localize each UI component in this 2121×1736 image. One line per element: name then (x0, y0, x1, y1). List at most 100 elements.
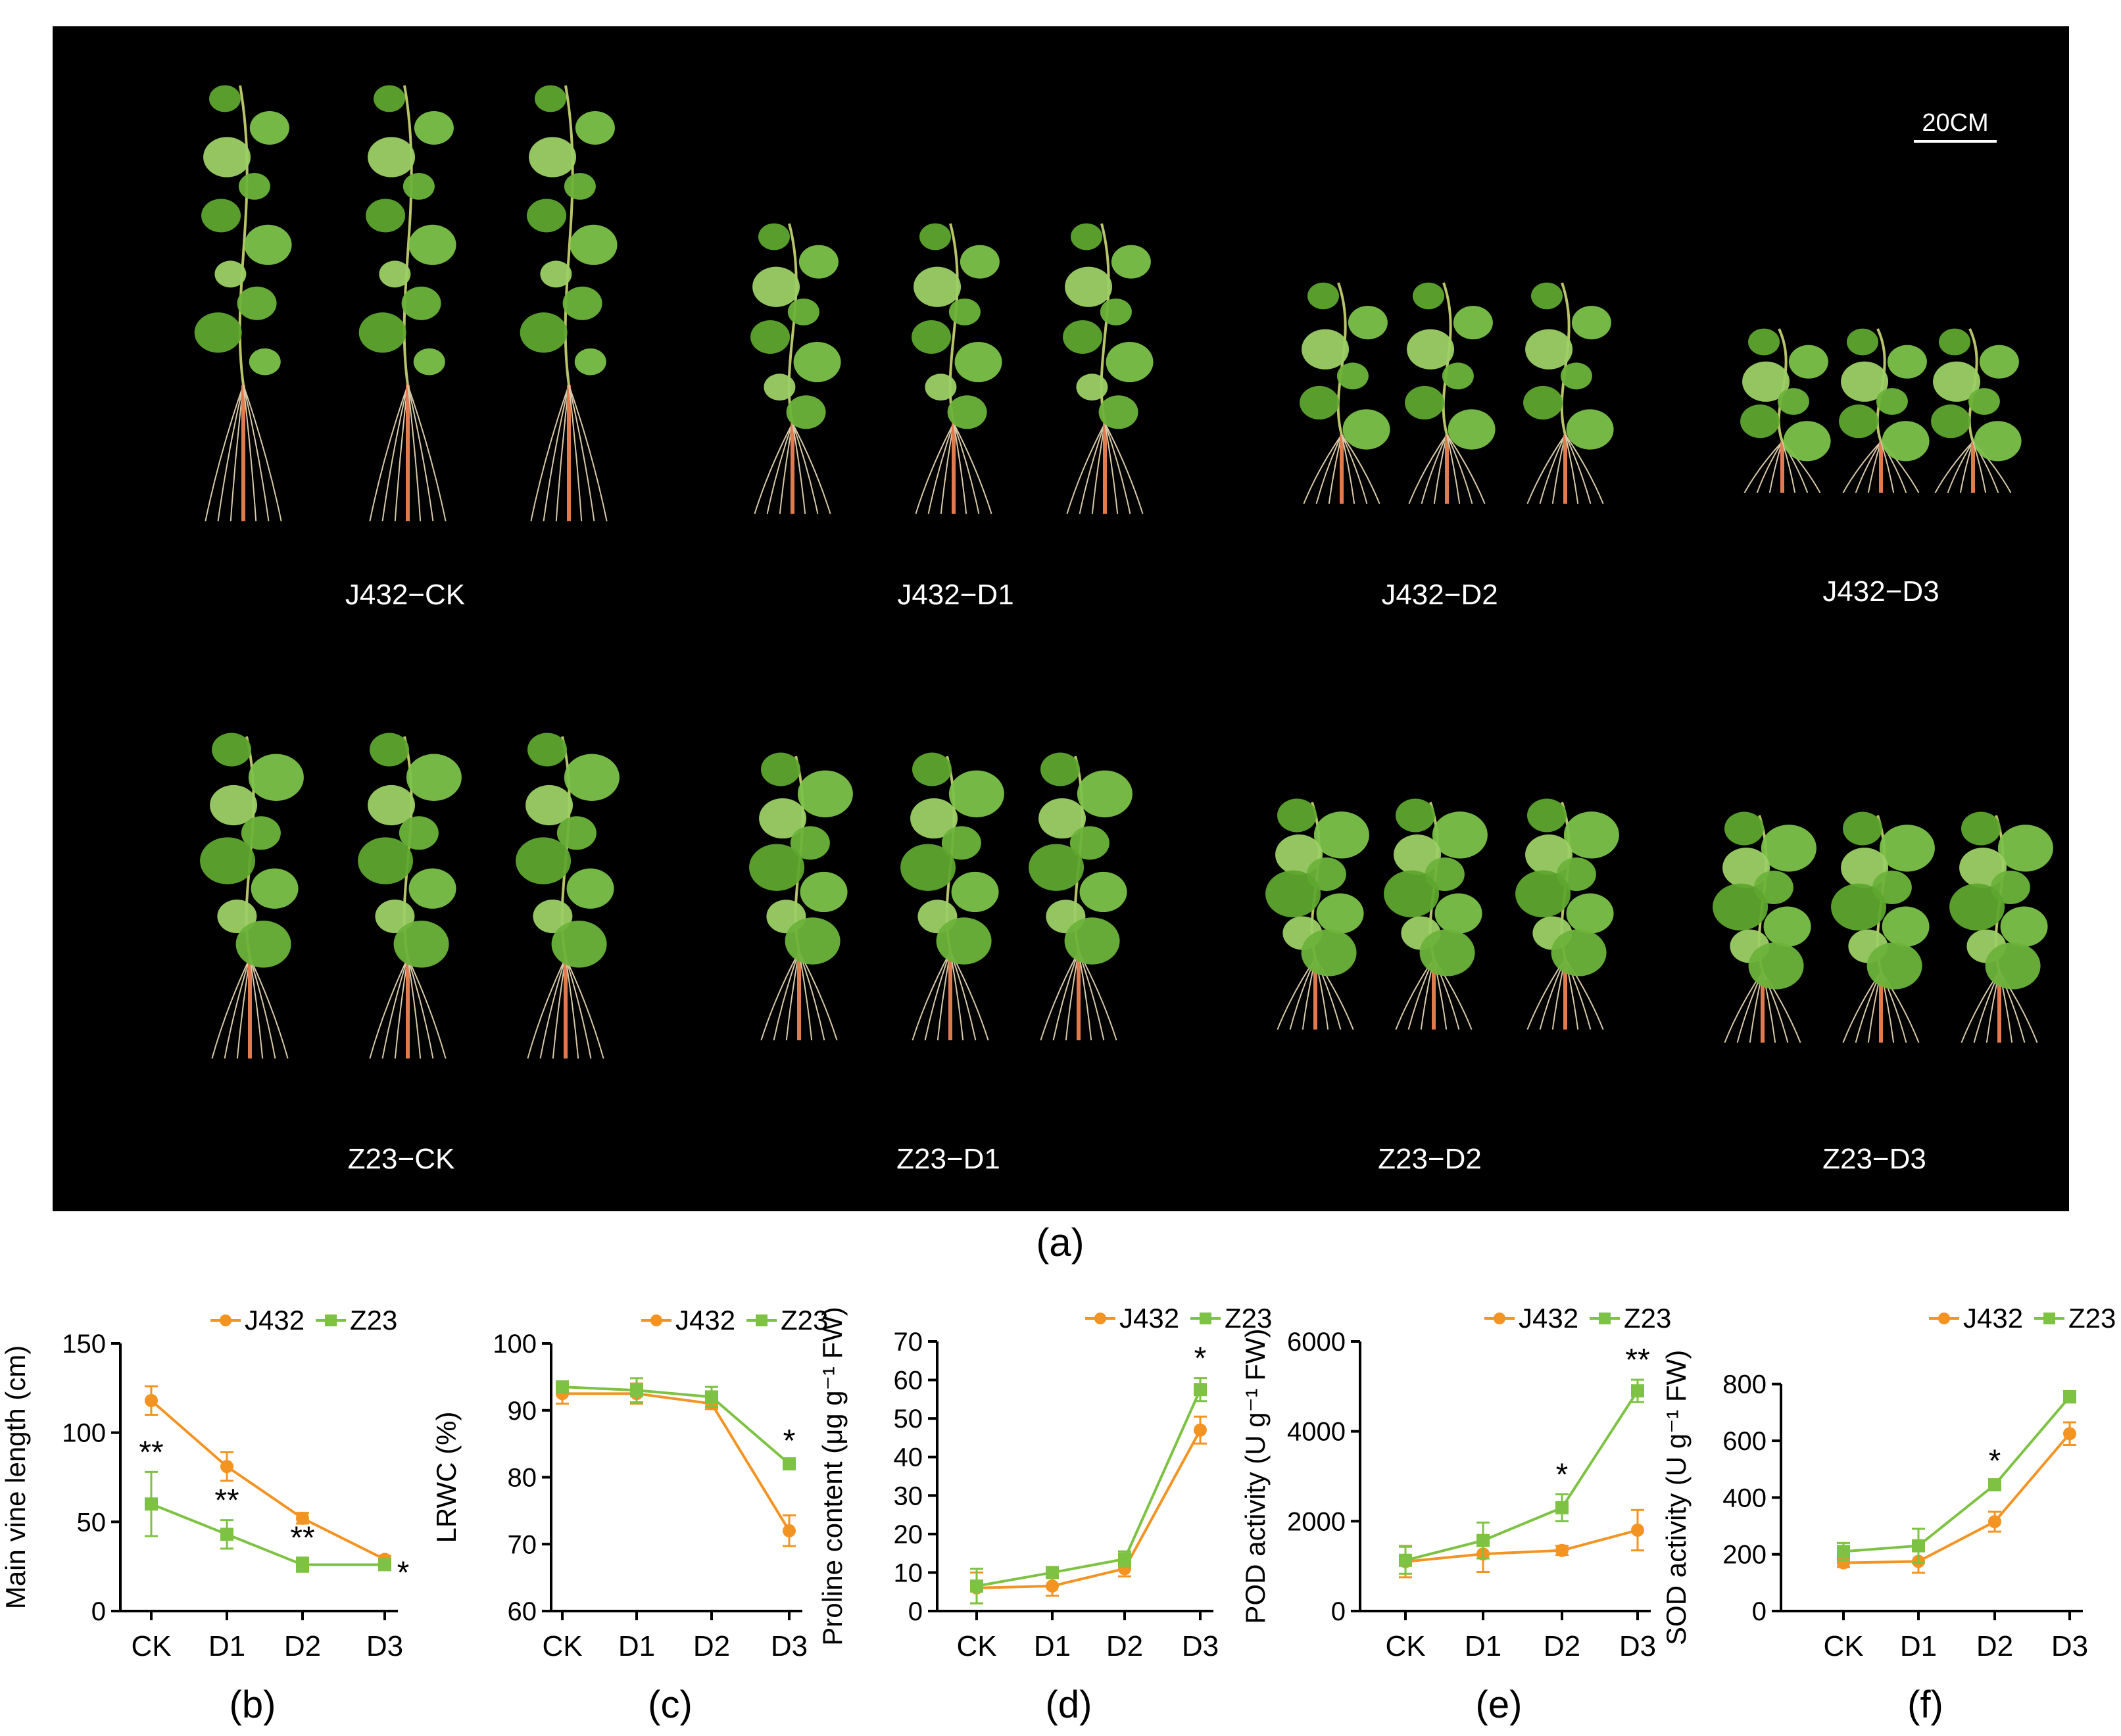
plant-leaf (194, 312, 242, 353)
plant-leaf (1847, 328, 1878, 356)
plant-leaf (1742, 361, 1790, 402)
plant-leaf (1788, 345, 1828, 379)
legend-label-j432: J432 (675, 1305, 735, 1336)
plant-leaf (1064, 917, 1120, 965)
plant-leaf (1277, 798, 1317, 832)
plant-leaf (1997, 825, 2053, 872)
x-tick-label: D2 (693, 1630, 730, 1662)
plant-leaf (248, 754, 304, 801)
plant-z23-ck-2 (358, 733, 462, 1059)
plant-leaf (1076, 374, 1108, 401)
data-point-j432 (556, 1387, 569, 1401)
plant-leaf (408, 224, 456, 265)
y-tick-label: 100 (493, 1330, 537, 1359)
plant-z23-d1-1 (749, 752, 853, 1041)
plant-leaf (1111, 245, 1151, 279)
plant-leaf (551, 921, 607, 968)
x-tick-label: D1 (1900, 1630, 1937, 1662)
plant-leaf (556, 816, 597, 850)
plant-leaf (1882, 906, 1930, 947)
plant-leaf (200, 837, 256, 884)
y-tick-label: 0 (1752, 1597, 1767, 1626)
plant-leaf (800, 871, 848, 913)
plant-root (407, 957, 434, 1059)
plant-stem (238, 85, 249, 385)
plant-root (243, 385, 282, 521)
data-point-z23 (1476, 1533, 1490, 1547)
plant-z23-d2-3 (1515, 798, 1619, 1030)
plant-root (381, 957, 408, 1059)
y-axis-title: Proline content (μg g⁻¹ FW) (817, 1307, 848, 1646)
plant-leaf (787, 298, 819, 326)
y-tick-label: 70 (508, 1530, 537, 1559)
significance-marker: * (783, 1424, 796, 1459)
plant-leaf (406, 754, 462, 801)
x-tick-label: D1 (618, 1630, 655, 1662)
plant-leaf (947, 395, 987, 429)
plant-leaf (954, 341, 1002, 383)
chart-d: 0 10 20 30 40 50 60 70 CK D1 D2 D3 Proline content (… (817, 1303, 1272, 1726)
plant-leaf (1071, 223, 1102, 251)
plant-leaf (244, 224, 292, 265)
data-point-j432 (1988, 1515, 2001, 1529)
legend-label-j432: J432 (1119, 1303, 1179, 1334)
plant-leaf (413, 348, 445, 375)
plant-leaf (358, 312, 406, 353)
data-point-j432 (1118, 1562, 1131, 1576)
plant-root (249, 957, 264, 1059)
plant-stem (402, 85, 413, 385)
legend-marker-j432 (1494, 1313, 1505, 1324)
plant-leaf (1307, 282, 1339, 310)
plant-leaf (237, 286, 277, 320)
plant-leaf (1098, 395, 1138, 429)
plant-root (224, 957, 251, 1059)
y-tick-label: 40 (894, 1443, 923, 1472)
plant-leaf (525, 784, 573, 826)
plant-leaf (1841, 361, 1889, 402)
plant-leaf (414, 110, 454, 145)
plant-leaf (249, 110, 289, 145)
panel-letter: (d) (1046, 1683, 1092, 1726)
plant-j432-d1-3 (1063, 223, 1154, 514)
plant-root (1104, 423, 1131, 514)
y-tick-label: 90 (508, 1397, 537, 1426)
plant-leaf (214, 260, 247, 288)
plant-leaf (1065, 266, 1113, 307)
series-line-z23 (976, 1389, 1202, 1587)
data-point-j432 (630, 1387, 643, 1401)
plant-root (407, 957, 447, 1059)
plant-root (915, 423, 954, 514)
plant-leaf (1566, 409, 1614, 450)
x-tick-label: D3 (771, 1630, 808, 1662)
plant-j432-d1-2 (912, 223, 1002, 514)
scale-bar-label: 20CM (1922, 109, 1989, 137)
significance-marker: * (397, 1555, 410, 1590)
legend-label-z23: Z23 (781, 1305, 828, 1336)
plant-leaf (1038, 798, 1086, 839)
scale-bar: 20CM (1914, 109, 1997, 143)
x-tick-label: CK (1385, 1630, 1425, 1662)
plant-root (205, 385, 244, 521)
plant-leaf (1106, 341, 1154, 383)
plant-photos (194, 85, 2053, 1059)
legend-label-j432: J432 (245, 1305, 305, 1336)
plant-root (1421, 434, 1448, 504)
plant-leaf (960, 245, 1000, 279)
plant-leaf (758, 223, 790, 251)
plant-root (565, 957, 579, 1059)
plant-root (1880, 441, 1895, 493)
plant-leaf (752, 266, 800, 307)
y-tick-label: 6000 (1287, 1328, 1346, 1357)
y-tick-label: 150 (62, 1330, 106, 1359)
y-tick-label: 0 (908, 1597, 923, 1626)
plant-root (369, 385, 408, 521)
data-point-z23 (705, 1390, 718, 1404)
plant-root (243, 385, 270, 521)
plant-leaf (527, 733, 567, 767)
plant-z23-d2-1 (1265, 798, 1369, 1030)
data-point-z23 (556, 1380, 569, 1394)
plant-leaf (1029, 844, 1085, 891)
plant-leaf (1713, 883, 1768, 931)
plant-leaf (1783, 421, 1831, 462)
plant-leaf (366, 199, 406, 233)
